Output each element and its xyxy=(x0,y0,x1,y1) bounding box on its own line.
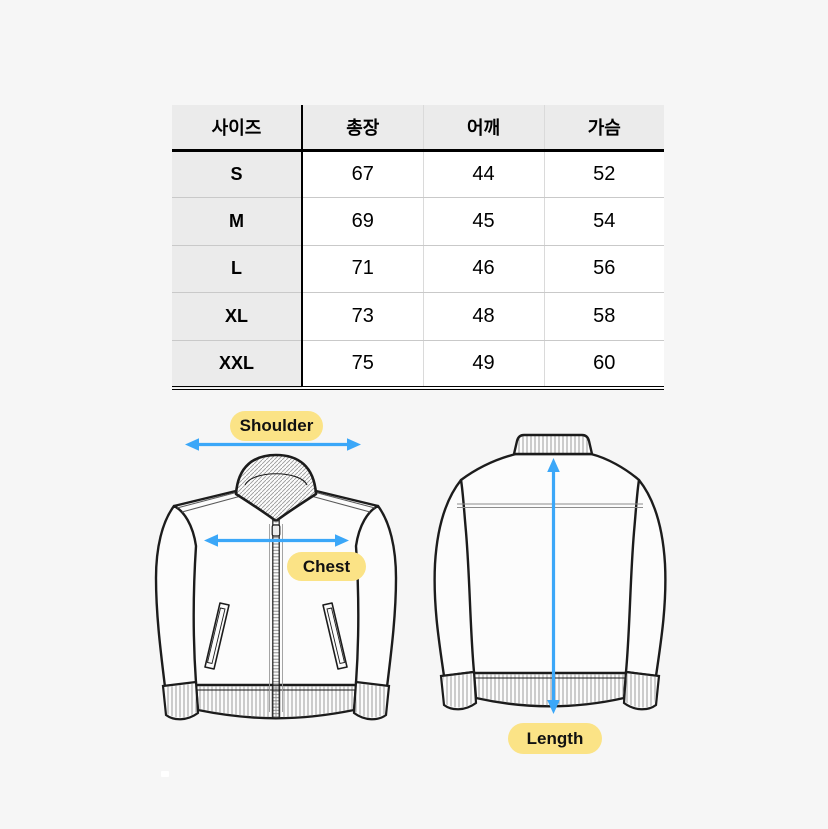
jacket-back-drawing-icon xyxy=(433,433,667,711)
size-label: S xyxy=(172,150,303,198)
length-label: Length xyxy=(526,728,584,748)
cell-value: 46 xyxy=(423,245,545,293)
length-label-pill: Length xyxy=(508,723,602,754)
small-white-dot xyxy=(161,771,169,777)
cell-value: 45 xyxy=(423,197,545,246)
chest-label: Chest xyxy=(302,556,351,576)
cell-value: 69 xyxy=(302,197,424,246)
shoulder-measure-arrow-icon xyxy=(185,438,361,451)
cell-value: 73 xyxy=(302,292,424,341)
cell-value: 67 xyxy=(302,150,424,198)
cell-value: 44 xyxy=(423,150,545,198)
col-header-total-length: 총장 xyxy=(302,105,424,152)
size-label: M xyxy=(172,197,303,246)
chest-label-pill: Chest xyxy=(287,552,366,581)
table-row-l: L 71 46 56 xyxy=(172,245,664,293)
cell-value: 71 xyxy=(302,245,424,293)
col-header-shoulder: 어깨 xyxy=(423,105,545,152)
table-row-m: M 69 45 54 xyxy=(172,197,664,246)
jacket-front-drawing-icon xyxy=(154,453,398,721)
cell-value: 52 xyxy=(544,150,664,198)
cell-value: 56 xyxy=(544,245,664,293)
cell-value: 60 xyxy=(544,340,664,390)
cell-value: 48 xyxy=(423,292,545,341)
table-row-xxl: XXL 75 49 60 xyxy=(172,340,664,390)
size-table-header-row: 사이즈 총장 어깨 가슴 xyxy=(172,105,664,152)
size-label: XL xyxy=(172,292,303,341)
shoulder-label-pill: Shoulder xyxy=(230,411,323,441)
table-row-s: S 67 44 52 xyxy=(172,150,664,198)
shoulder-label: Shoulder xyxy=(239,416,314,435)
cell-value: 54 xyxy=(544,197,664,246)
cell-value: 75 xyxy=(302,340,424,390)
table-row-xl: XL 73 48 58 xyxy=(172,292,664,341)
chest-measure-arrow-icon xyxy=(204,534,349,547)
size-label: XXL xyxy=(172,340,303,390)
cell-value: 49 xyxy=(423,340,545,390)
length-measure-arrow-icon xyxy=(547,458,560,714)
size-label: L xyxy=(172,245,303,293)
cell-value: 58 xyxy=(544,292,664,341)
col-header-size: 사이즈 xyxy=(172,105,303,152)
col-header-chest: 가슴 xyxy=(544,105,664,152)
size-table: 사이즈 총장 어깨 가슴 S 67 44 52 M 69 45 54 L 71 xyxy=(172,105,664,390)
